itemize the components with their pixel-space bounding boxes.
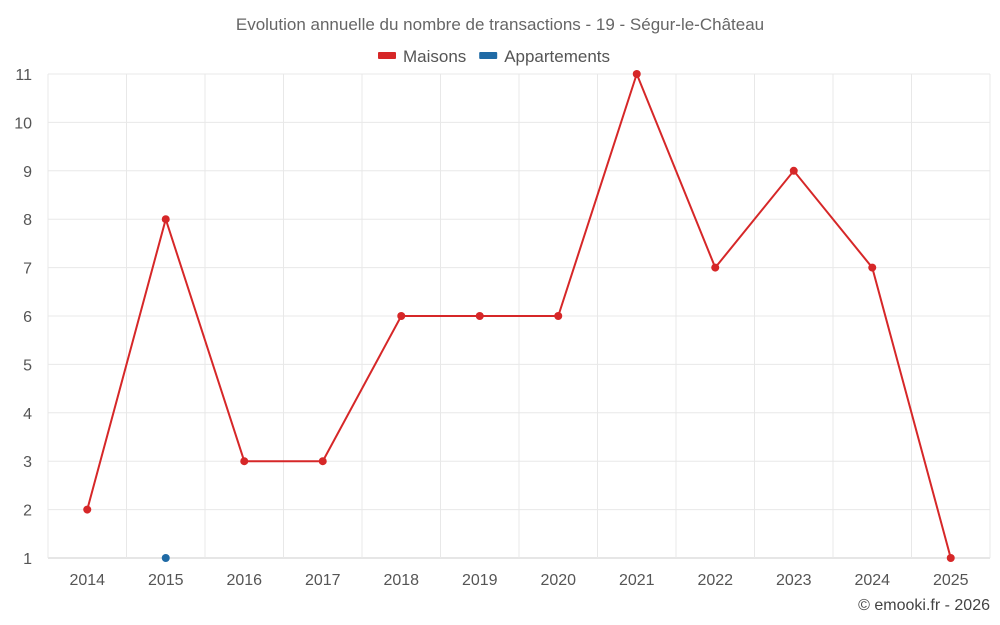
x-tick-label: 2018 — [383, 572, 419, 589]
y-tick-label: 7 — [23, 261, 32, 278]
data-point-maisons[interactable] — [318, 457, 327, 466]
data-point-maisons[interactable] — [868, 263, 877, 272]
x-tick-label: 2016 — [226, 572, 262, 589]
data-point-maisons[interactable] — [240, 457, 249, 466]
y-axis-ticks: 1 2 3 4 5 6 7 8 9 10 11 — [14, 67, 32, 568]
data-point-maisons[interactable] — [789, 166, 798, 175]
legend-label-appartements[interactable]: Appartements — [504, 47, 610, 66]
y-tick-label: 10 — [14, 115, 32, 132]
data-point-maisons[interactable] — [397, 312, 406, 320]
x-axis-ticks: 2014 2015 2016 2017 2018 2019 2020 2021 2022 2023… — [69, 572, 968, 589]
data-point-maisons[interactable] — [83, 505, 92, 514]
y-tick-label: 1 — [23, 551, 32, 568]
data-point-maisons[interactable] — [554, 312, 563, 320]
x-tick-label: 2017 — [305, 572, 341, 589]
series-group — [83, 70, 955, 562]
x-tick-label: 2019 — [462, 572, 498, 589]
x-tick-label: 2014 — [69, 572, 105, 589]
x-tick-label: 2020 — [540, 572, 576, 589]
y-tick-label: 2 — [23, 503, 32, 520]
legend: Maisons Appartements — [378, 47, 610, 66]
legend-label-maisons[interactable]: Maisons — [403, 47, 466, 66]
y-tick-label: 11 — [15, 67, 32, 84]
y-tick-label: 6 — [23, 309, 32, 326]
x-tick-label: 2023 — [776, 572, 812, 589]
credit-text: © emooki.fr - 2026 — [858, 597, 990, 614]
x-tick-label: 2025 — [933, 572, 969, 589]
chart-title: Evolution annuelle du nombre de transact… — [236, 15, 764, 34]
x-tick-label: 2024 — [854, 572, 890, 589]
x-tick-label: 2015 — [148, 572, 184, 589]
y-tick-label: 8 — [23, 212, 32, 229]
legend-swatch-maisons — [378, 52, 396, 59]
data-point-maisons[interactable] — [946, 554, 955, 562]
series-line-maisons — [86, 71, 952, 559]
y-tick-label: 3 — [23, 454, 32, 471]
data-point-maisons[interactable] — [161, 215, 170, 224]
y-tick-label: 9 — [23, 164, 32, 181]
legend-swatch-appartements — [479, 52, 498, 59]
y-tick-label: 5 — [23, 357, 32, 374]
data-point-maisons[interactable] — [475, 312, 484, 320]
data-point-maisons[interactable] — [711, 263, 720, 272]
data-point-maisons[interactable] — [632, 70, 641, 78]
data-point-appartements[interactable] — [161, 554, 170, 562]
x-tick-label: 2021 — [619, 572, 655, 589]
y-tick-label: 4 — [23, 406, 32, 423]
x-tick-label: 2022 — [697, 572, 733, 589]
